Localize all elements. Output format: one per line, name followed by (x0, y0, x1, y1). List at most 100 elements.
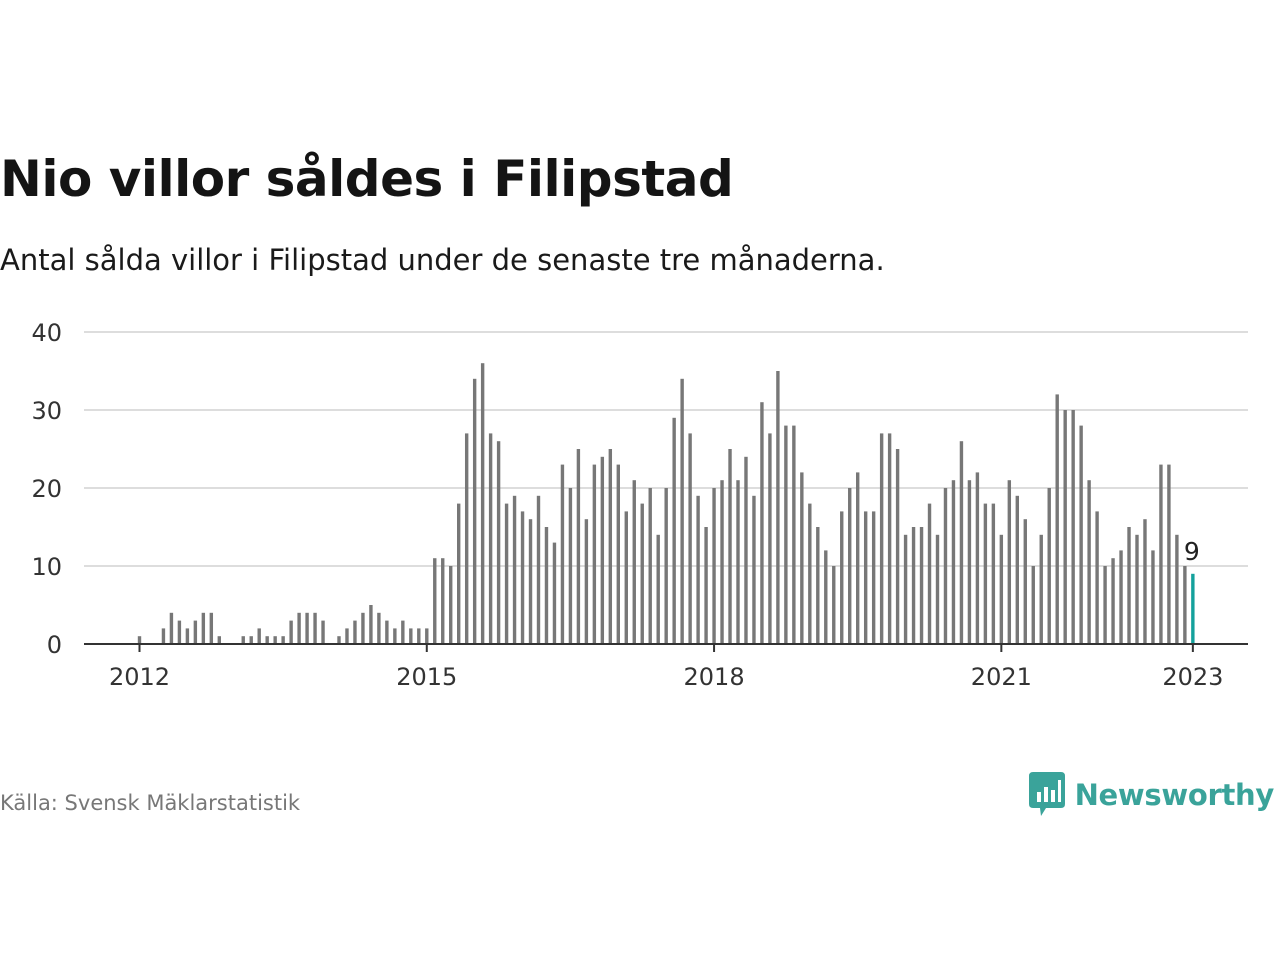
bar (656, 534, 660, 644)
bar (999, 534, 1004, 644)
y-tick-label: 40 (31, 319, 62, 347)
x-tick-label: 2023 (1162, 663, 1223, 691)
bar (776, 371, 780, 644)
bar (217, 636, 221, 644)
newsworthy-logo-icon (1028, 772, 1065, 816)
bar (768, 433, 772, 644)
bar (1111, 558, 1115, 644)
bar (840, 511, 844, 644)
brand-name: Newsworthy (1074, 778, 1275, 812)
bar (1135, 534, 1139, 644)
bar (879, 433, 884, 644)
bar (608, 449, 613, 644)
bar (409, 628, 413, 644)
bar (385, 620, 389, 644)
bar (512, 495, 517, 644)
bar (624, 511, 628, 644)
bar (1031, 566, 1035, 644)
bar (704, 527, 708, 644)
source-note: Källa: Svensk Mäklarstatistik (0, 791, 301, 815)
x-tick-label: 2015 (396, 663, 457, 691)
bar (943, 488, 948, 644)
bar (863, 511, 868, 644)
bar (927, 503, 932, 644)
bar (361, 612, 365, 644)
bar (871, 511, 876, 644)
y-tick-label: 0 (47, 631, 62, 659)
bar (911, 527, 916, 644)
bar (600, 456, 605, 644)
bar (201, 612, 206, 644)
bar (377, 612, 381, 644)
bar (576, 449, 581, 644)
bar (273, 636, 277, 644)
x-tick-label: 2018 (684, 663, 745, 691)
bar (672, 417, 676, 644)
bar (959, 441, 964, 644)
bar (1015, 495, 1019, 644)
bar (257, 628, 261, 644)
bar (441, 558, 445, 644)
bar (1095, 511, 1099, 644)
bar (488, 433, 493, 644)
bar (991, 503, 996, 644)
brand-logo[interactable]: Newsworthy (1028, 772, 1275, 818)
bar (752, 495, 756, 644)
bar (433, 558, 437, 644)
bar (967, 480, 972, 644)
bar (464, 433, 469, 644)
bar (632, 480, 636, 644)
bar-chart: 0 10 20 30 40 2012 2015 2018 2021 2023 9 (31, 319, 1248, 691)
bar (1167, 464, 1171, 644)
bar (480, 363, 485, 644)
bar (1175, 534, 1179, 644)
bar (449, 566, 453, 644)
bar (1079, 425, 1083, 644)
bar (560, 464, 565, 644)
bar (1119, 550, 1123, 644)
bar (528, 519, 533, 644)
bar (249, 636, 253, 644)
bar (712, 488, 716, 644)
chart-title: Nio villor såldes i Filipstad (0, 150, 734, 208)
bar (728, 449, 732, 644)
bar (1071, 410, 1075, 644)
bar (504, 503, 509, 644)
bar (592, 464, 597, 644)
bar (696, 495, 700, 644)
bar (1087, 480, 1091, 644)
bar (720, 480, 724, 644)
bar (584, 519, 589, 644)
bar (935, 534, 940, 644)
bar (648, 488, 652, 644)
bar (688, 433, 692, 644)
bar (816, 527, 820, 644)
y-tick-label: 10 (31, 553, 62, 581)
bar (241, 636, 245, 644)
bar (1063, 410, 1067, 644)
bar (792, 425, 796, 644)
bar (887, 433, 892, 644)
bar (848, 488, 852, 644)
bar (496, 441, 501, 644)
x-tick-label: 2012 (109, 663, 170, 691)
bar (1047, 488, 1051, 644)
bar (337, 636, 341, 644)
bar (177, 620, 182, 644)
bar (760, 402, 764, 644)
bar (209, 612, 214, 644)
bar (856, 472, 860, 644)
chart-subtitle: Antal sålda villor i Filipstad under de … (0, 243, 885, 277)
bar (919, 527, 924, 644)
bar (417, 628, 421, 644)
bar (345, 628, 349, 644)
bar (544, 527, 549, 644)
bar-highlight (1191, 573, 1195, 644)
bar (1023, 519, 1027, 644)
y-tick-label: 30 (31, 397, 62, 425)
bar (1159, 464, 1163, 644)
bar (552, 542, 557, 644)
bar (975, 472, 980, 644)
bar (520, 511, 525, 644)
bar (472, 378, 477, 644)
